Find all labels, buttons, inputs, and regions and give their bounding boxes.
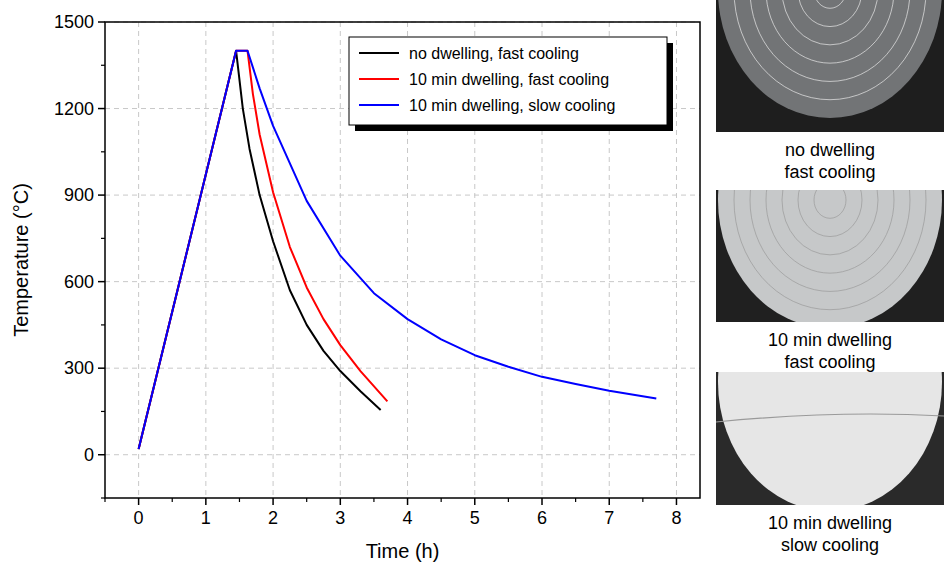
y-grid-line	[105, 281, 700, 282]
x-grid-line	[138, 22, 139, 498]
x-tick-label: 1	[201, 508, 211, 528]
photo-caption: fast cooling	[784, 352, 875, 372]
photo-caption: 10 min dwelling	[768, 330, 892, 350]
y-minor-tick	[101, 497, 105, 498]
x-tick	[474, 498, 476, 505]
sample-ring	[750, 190, 910, 291]
x-tick-label: 8	[671, 508, 681, 528]
x-grid-line	[205, 22, 206, 498]
sample-ring	[734, 0, 926, 100]
photo-caption: no dwelling	[785, 140, 875, 160]
sample-disc	[718, 372, 942, 505]
x-minor-tick	[642, 498, 643, 502]
sample-ring	[782, 0, 878, 45]
x-tick-label: 5	[470, 508, 480, 528]
sample-ring	[734, 190, 926, 310]
y-minor-tick	[101, 65, 105, 66]
sample-disc	[718, 0, 942, 118]
sample-ring	[766, 0, 894, 63]
y-grid-line	[105, 195, 700, 196]
sample-ring	[750, 0, 910, 81]
photo	[716, 372, 944, 505]
x-grid-line	[340, 22, 341, 498]
y-axis-title: Temperature (°C)	[10, 183, 32, 337]
x-tick-label: 3	[335, 508, 345, 528]
y-tick-label: 1200	[54, 99, 94, 119]
photo-caption: 10 min dwelling	[768, 513, 892, 533]
x-tick-label: 2	[268, 508, 278, 528]
sample-ring	[814, 0, 846, 8]
sample-disc	[718, 190, 942, 322]
legend-swatch	[359, 104, 399, 106]
x-tick-label: 0	[134, 508, 144, 528]
sample-ring	[798, 190, 862, 237]
y-tick-label: 0	[84, 445, 94, 465]
sample-ring	[766, 190, 894, 273]
x-minor-tick	[306, 498, 307, 502]
y-tick	[98, 367, 105, 369]
photo-caption: fast cooling	[784, 162, 875, 182]
y-minor-tick	[101, 324, 105, 325]
x-tick	[272, 498, 274, 505]
x-grid-line	[273, 22, 274, 498]
y-tick-label: 300	[64, 358, 94, 378]
x-tick-label: 7	[604, 508, 614, 528]
x-minor-tick	[575, 498, 576, 502]
legend-swatch	[359, 78, 399, 80]
photo-caption: slow cooling	[781, 535, 879, 555]
x-axis-title: Time (h)	[366, 540, 440, 562]
photo	[716, 0, 944, 132]
series-line	[139, 51, 381, 449]
y-tick-label: 1500	[54, 12, 94, 32]
x-tick-label: 6	[537, 508, 547, 528]
y-grid-line	[105, 454, 700, 455]
x-tick	[205, 498, 207, 505]
photo	[716, 190, 944, 322]
legend-swatch	[359, 52, 399, 54]
x-tick	[407, 498, 409, 505]
x-tick	[340, 498, 342, 505]
figure: 0 1 2 3 4 5 6 7 8 0 300 600 900 1200 1500 Time (h) Tempe…	[0, 0, 944, 574]
legend-label: 10 min dwelling, slow cooling	[409, 97, 615, 114]
y-tick	[98, 281, 105, 283]
y-minor-tick	[101, 411, 105, 412]
y-grid-line	[105, 368, 700, 369]
y-tick-label: 900	[64, 185, 94, 205]
x-tick-label: 4	[403, 508, 413, 528]
sample-ring	[782, 190, 878, 255]
x-tick	[541, 498, 543, 505]
y-tick-label: 600	[64, 272, 94, 292]
x-minor-tick	[441, 498, 442, 502]
legend-label: no dwelling, fast cooling	[409, 45, 579, 62]
x-minor-tick	[172, 498, 173, 502]
x-tick	[676, 498, 678, 505]
x-tick	[138, 498, 140, 505]
x-minor-tick	[373, 498, 374, 502]
y-tick	[98, 21, 105, 23]
x-minor-tick	[239, 498, 240, 502]
sample-ring	[814, 190, 846, 218]
y-minor-tick	[101, 151, 105, 152]
y-tick	[98, 194, 105, 196]
plot-frame	[105, 22, 700, 498]
legend-box	[349, 37, 667, 125]
x-minor-tick	[508, 498, 509, 502]
y-tick	[98, 454, 105, 456]
x-grid-line	[676, 22, 677, 498]
sample-crack	[716, 414, 944, 422]
legend-label: 10 min dwelling, fast cooling	[409, 71, 609, 88]
y-minor-tick	[101, 238, 105, 239]
sample-ring	[798, 0, 862, 27]
y-tick	[98, 108, 105, 110]
x-tick	[608, 498, 610, 505]
